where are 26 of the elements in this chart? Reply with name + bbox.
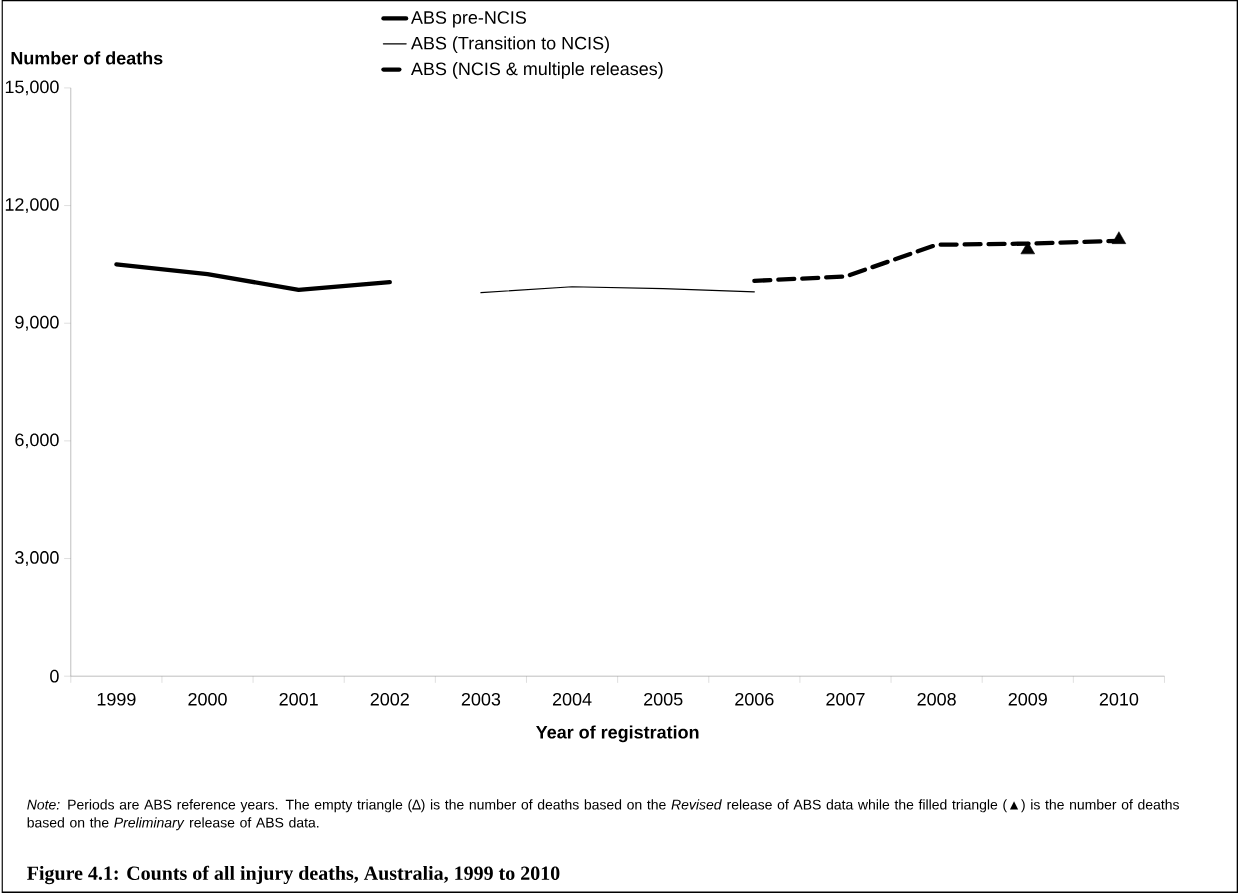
legend-label: ABS pre-NCIS (410, 11, 526, 28)
x-tick-label: 2005 (644, 692, 683, 706)
x-tick-label: 2006 (735, 692, 774, 706)
text: Figure 4.1: Counts of all injury deaths, Australia, 1999 to 2010 (27, 865, 560, 885)
x-tick-label: 2002 (370, 692, 409, 706)
x-axis-title: Year of registration (536, 725, 699, 743)
x-tick-label: 2008 (917, 692, 956, 706)
y-tick-label: 6,000 (15, 433, 59, 449)
y-tick-label: 3,000 (15, 551, 59, 566)
legend-label: ABS (NCIS & multiple releases) (410, 62, 663, 79)
x-tick-label: 2007 (826, 692, 865, 706)
y-tick-label: 15,000 (5, 80, 59, 96)
y-tick-label: 0 (50, 669, 59, 683)
y-tick-label: 12,000 (5, 198, 59, 214)
text: Note: Periods are ABS reference years. The empty triangle (∆) is the number of deaths based on the Revised release of ABS data while the filled triangle (▲) is the number of deaths based on the Preliminary release of ABS data. (27, 799, 1179, 831)
x-tick-label: 2001 (279, 692, 318, 706)
y-axis-title: Number of deaths (11, 51, 163, 65)
x-tick-label: 2003 (461, 692, 501, 706)
x-tick-label: 2000 (188, 692, 227, 706)
legend-label: ABS (Transition to NCIS) (410, 36, 609, 54)
x-tick-label: 2010 (1099, 692, 1139, 706)
line-series (114, 262, 392, 293)
x-tick-label: 1999 (97, 692, 136, 706)
x-tick-label: 2009 (1008, 692, 1047, 706)
y-tick-label: 9,000 (15, 315, 59, 331)
x-tick-label: 2004 (552, 692, 592, 706)
